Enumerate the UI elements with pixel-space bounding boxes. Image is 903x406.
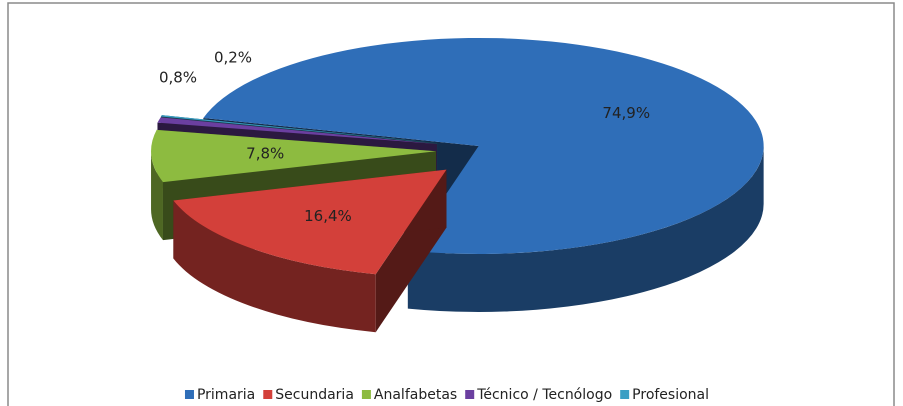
slice <box>160 115 438 144</box>
data-label: 0,8% <box>159 69 197 87</box>
slice <box>173 169 447 275</box>
legend-label: Primaria <box>197 387 255 403</box>
legend-label: Analfabetas <box>374 387 457 403</box>
slice-wall <box>151 151 163 241</box>
legend-label: Profesional <box>632 387 709 403</box>
legend-swatch <box>263 390 273 399</box>
legend-swatch <box>465 390 475 399</box>
data-label: 16,4% <box>304 207 352 225</box>
legend-swatch <box>620 390 630 399</box>
slice <box>157 117 437 144</box>
slice <box>203 37 764 254</box>
legend-swatch <box>184 390 194 399</box>
legend-label: Técnico / Tecnólogo <box>476 387 612 403</box>
data-label: 0,2% <box>214 49 252 67</box>
legend-swatch <box>361 390 371 399</box>
data-label: 74,9% <box>602 104 650 122</box>
data-label: 7,8% <box>246 145 284 163</box>
slice-wall <box>407 145 764 312</box>
slice-wall <box>173 200 376 333</box>
slice <box>151 129 437 183</box>
legend-label: Secundaria <box>275 387 354 403</box>
